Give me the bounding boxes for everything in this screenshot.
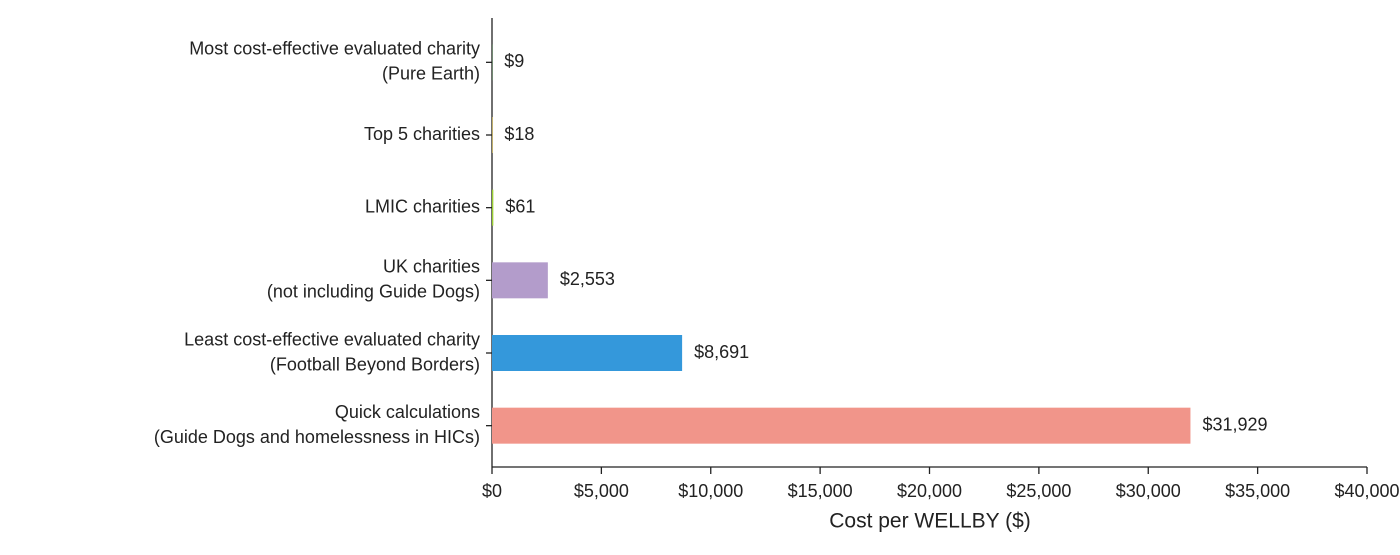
x-tick-label: $35,000 (1225, 481, 1290, 501)
y-tick-label: (Guide Dogs and homelessness in HICs) (154, 427, 480, 447)
x-tick-label: $10,000 (678, 481, 743, 501)
x-tick-label: $30,000 (1116, 481, 1181, 501)
y-tick-label: (Football Beyond Borders) (270, 354, 480, 374)
y-tick-label: Least cost-effective evaluated charity (184, 329, 480, 349)
y-tick-label: Most cost-effective evaluated charity (189, 39, 480, 59)
bar (492, 262, 548, 298)
bar (492, 190, 493, 226)
y-tick-label: Top 5 charities (364, 124, 480, 144)
y-tick-label: (not including Guide Dogs) (267, 282, 480, 302)
y-tick-label: (Pure Earth) (382, 64, 480, 84)
value-label: $8,691 (694, 342, 749, 362)
value-label: $31,929 (1202, 414, 1267, 434)
x-axis-title: Cost per WELLBY ($) (829, 510, 1031, 533)
x-tick-label: $15,000 (788, 481, 853, 501)
bar (492, 335, 682, 371)
y-tick-label: UK charities (383, 257, 480, 277)
x-tick-label: $25,000 (1006, 481, 1071, 501)
y-tick-label: LMIC charities (365, 196, 480, 216)
value-label: $2,553 (560, 269, 615, 289)
x-tick-label: $5,000 (574, 481, 629, 501)
value-label: $61 (505, 196, 535, 216)
bar (492, 408, 1190, 444)
value-label: $9 (504, 51, 524, 71)
x-tick-label: $20,000 (897, 481, 962, 501)
x-tick-label: $0 (482, 481, 502, 501)
y-tick-label: Quick calculations (335, 402, 480, 422)
value-label: $18 (504, 124, 534, 144)
x-tick-label: $40,000 (1334, 481, 1399, 501)
